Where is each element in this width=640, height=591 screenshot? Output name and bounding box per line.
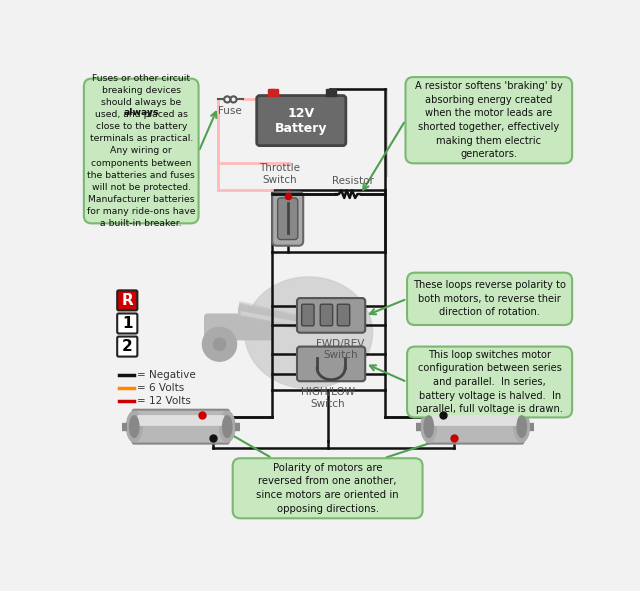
FancyBboxPatch shape	[117, 336, 138, 356]
Text: Throttle
Switch: Throttle Switch	[259, 163, 300, 185]
Text: These loops reverse polarity to
both motors, to reverse their
direction of rotat: These loops reverse polarity to both mot…	[413, 280, 566, 317]
FancyBboxPatch shape	[428, 410, 524, 444]
Circle shape	[213, 338, 226, 350]
Bar	[268, 89, 278, 96]
Text: HIGH/LOW
Switch: HIGH/LOW Switch	[301, 387, 355, 409]
Text: Polarity of motors are
reversed from one another,
since motors are oriented in
o: Polarity of motors are reversed from one…	[256, 463, 399, 514]
Ellipse shape	[127, 411, 142, 442]
Text: Fuse: Fuse	[218, 106, 242, 116]
FancyBboxPatch shape	[257, 96, 346, 145]
FancyBboxPatch shape	[432, 415, 518, 426]
FancyBboxPatch shape	[278, 198, 298, 239]
FancyBboxPatch shape	[297, 346, 365, 381]
Text: 12V
Battery: 12V Battery	[275, 106, 328, 135]
FancyBboxPatch shape	[138, 415, 224, 426]
FancyBboxPatch shape	[406, 77, 572, 163]
Text: always: always	[124, 108, 159, 117]
Text: A resistor softens 'braking' by
absorbing energy created
when the motor leads ar: A resistor softens 'braking' by absorbin…	[415, 81, 563, 159]
FancyBboxPatch shape	[117, 290, 138, 310]
Text: Fuses or other circuit
breaking devices
should always be
used, and placed as
clo: Fuses or other circuit breaking devices …	[87, 74, 195, 228]
Text: R: R	[122, 293, 133, 308]
Text: Resistor: Resistor	[332, 176, 374, 186]
FancyBboxPatch shape	[117, 313, 138, 333]
FancyBboxPatch shape	[297, 298, 365, 333]
Ellipse shape	[220, 411, 235, 442]
FancyBboxPatch shape	[132, 410, 229, 444]
Ellipse shape	[517, 416, 526, 437]
FancyBboxPatch shape	[84, 79, 198, 223]
FancyBboxPatch shape	[272, 192, 303, 246]
Ellipse shape	[421, 411, 436, 442]
FancyBboxPatch shape	[337, 304, 349, 326]
Text: FWD/REV
Switch: FWD/REV Switch	[316, 339, 365, 361]
Text: = Negative: = Negative	[138, 370, 196, 380]
FancyBboxPatch shape	[301, 304, 314, 326]
FancyBboxPatch shape	[204, 313, 274, 340]
Ellipse shape	[223, 416, 232, 437]
Ellipse shape	[514, 411, 529, 442]
Ellipse shape	[424, 416, 433, 437]
Circle shape	[202, 327, 237, 361]
FancyBboxPatch shape	[407, 272, 572, 325]
Text: This loop switches motor
configuration between series
and parallel.  In series,
: This loop switches motor configuration b…	[416, 350, 563, 414]
Bar	[326, 89, 336, 96]
Text: 1: 1	[122, 316, 132, 331]
FancyBboxPatch shape	[320, 304, 333, 326]
Text: = 6 Volts: = 6 Volts	[138, 383, 184, 393]
FancyBboxPatch shape	[407, 346, 572, 417]
Ellipse shape	[244, 277, 372, 388]
Text: 2: 2	[122, 339, 132, 354]
FancyBboxPatch shape	[233, 458, 422, 518]
Text: = 12 Volts: = 12 Volts	[138, 396, 191, 406]
Ellipse shape	[129, 416, 139, 437]
